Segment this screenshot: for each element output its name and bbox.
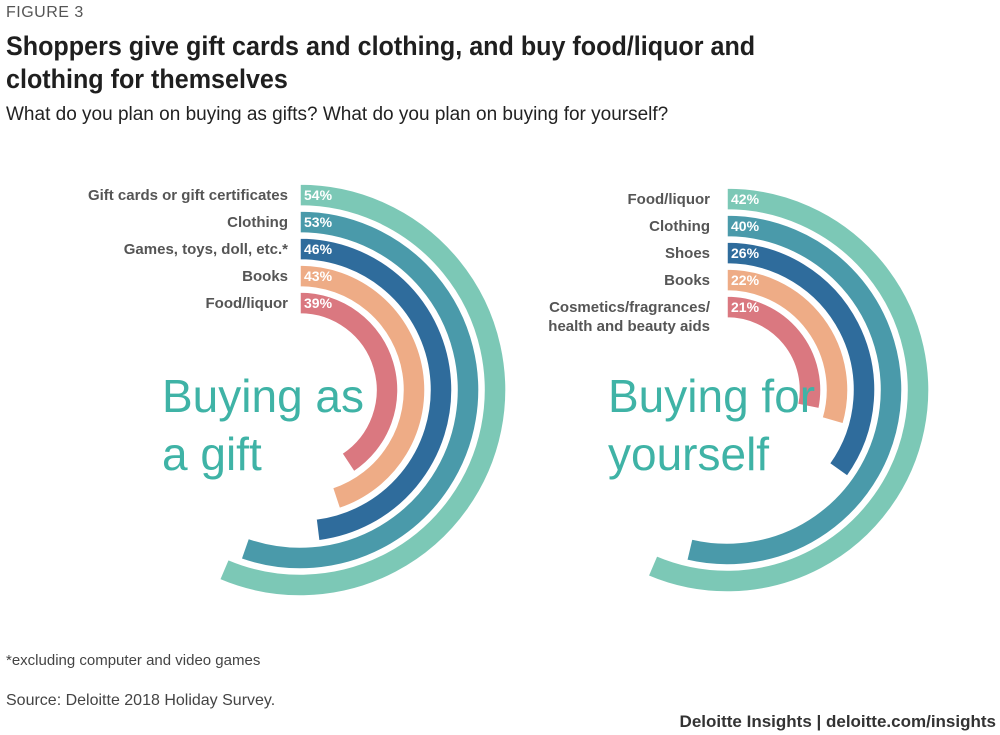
category-label: Shoes (665, 245, 710, 262)
arc-bar (647, 187, 930, 593)
value-label: 42% (731, 191, 760, 207)
value-label: 26% (731, 245, 760, 261)
category-label: health and beauty aids (548, 318, 710, 335)
category-label: Food/liquor (628, 191, 711, 208)
arc-bar (685, 214, 903, 566)
category-label: Books (664, 272, 710, 289)
value-label: 39% (304, 295, 333, 311)
arc-bar (726, 241, 876, 478)
chart-subtitle: What do you plan on buying as gifts? Wha… (6, 104, 669, 125)
value-label: 22% (731, 272, 760, 288)
brand-footer: Deloitte Insights | deloitte.com/insight… (679, 712, 996, 731)
arc-bar (299, 291, 399, 473)
arc-bar (726, 295, 822, 410)
arc-bar (218, 183, 507, 597)
source-note: Source: Deloitte 2018 Holiday Survey. (6, 692, 276, 709)
value-label: 43% (304, 268, 333, 284)
value-label: 21% (731, 299, 760, 315)
category-label: Gift cards or gift certificates (88, 187, 288, 204)
arc-bar (299, 237, 453, 542)
category-label: Clothing (649, 218, 710, 235)
radial-chart-1: 54% Gift cards or gift certificates 53% Clo… (88, 183, 507, 597)
value-label: 54% (304, 187, 333, 203)
category-label: Games, toys, doll, etc.* (124, 241, 288, 258)
footnote: *excluding computer and video games (6, 652, 261, 669)
chart-title: Shoppers give gift cards and clothing, a… (6, 31, 756, 94)
panel-title: Buying for (608, 370, 815, 422)
arc-bar (726, 268, 849, 425)
category-label: Food/liquor (206, 295, 289, 312)
value-label: 40% (731, 218, 760, 234)
panel-title: a gift (162, 428, 262, 480)
category-label: Clothing (227, 214, 288, 231)
category-label: Books (242, 268, 288, 285)
figure-label: FIGURE 3 (6, 4, 84, 21)
panel-title: yourself (608, 428, 769, 480)
radial-bar-charts: 54% Gift cards or gift certificates 53% Clo… (88, 183, 930, 597)
arc-bar (240, 210, 480, 570)
arc-bar (299, 264, 426, 510)
category-label: Cosmetics/fragrances/ (549, 299, 711, 316)
panel-title: Buying as (162, 370, 364, 422)
value-label: 46% (304, 241, 333, 257)
value-label: 53% (304, 214, 333, 230)
radial-chart-2: 42% Food/liquor 40% Clothing 26% Shoes 22% Book… (548, 187, 930, 593)
